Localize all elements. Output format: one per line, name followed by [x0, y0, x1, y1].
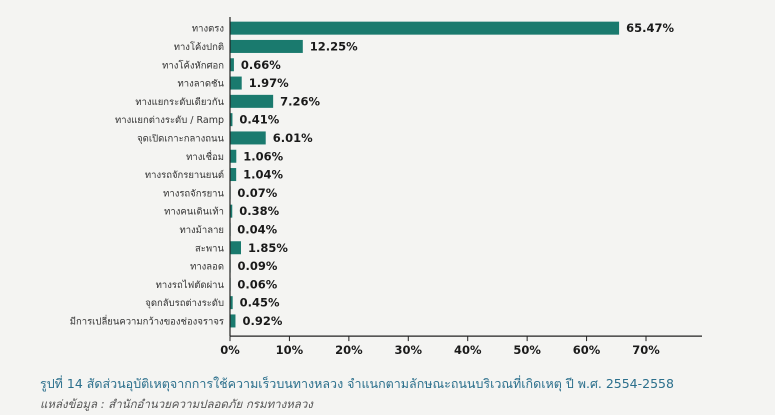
category-label: ทางตรง [192, 24, 224, 35]
category-label: ทางเชื่อม [186, 150, 224, 163]
bar [230, 39, 303, 53]
x-tick-label: 0% [220, 343, 240, 357]
value-label: 1.97% [249, 76, 289, 90]
x-tick-label: 30% [395, 343, 423, 357]
x-tick-label: 40% [454, 343, 482, 357]
x-tick-label: 50% [513, 343, 541, 357]
bar [230, 241, 241, 255]
category-label: จุดเปิดเกาะกลางถนน [137, 133, 224, 144]
bar [230, 76, 242, 90]
bar [230, 296, 233, 310]
x-tick-label: 60% [573, 343, 601, 357]
bar [230, 131, 266, 145]
value-label: 65.47% [626, 21, 674, 35]
category-label: ทางคนเดินเท้า [164, 207, 224, 218]
value-label: 0.41% [239, 113, 279, 127]
x-tick-label: 20% [335, 343, 363, 357]
category-label: ทางโค้งหักศอก [162, 59, 224, 71]
x-tick-label: 70% [632, 343, 660, 357]
category-label: ทางแยกระดับเดียวกัน [135, 96, 224, 108]
value-label: 1.04% [243, 168, 283, 182]
value-label: 0.07% [237, 186, 277, 200]
value-label: 1.06% [243, 149, 283, 163]
category-label: ทางรถไฟตัดผ่าน [156, 279, 225, 291]
category-label: ทางแยกต่างระดับ / Ramp [115, 115, 224, 126]
value-label: 6.01% [273, 131, 313, 145]
x-ticks-group: 0% 10% 20% 30% 40% 50% 60% 70% [220, 336, 660, 357]
bar [230, 149, 237, 163]
x-tick-label: 10% [276, 343, 304, 357]
bar [230, 21, 620, 35]
source-note: แหล่งข้อมูล : สำนักอำนวยความปลอดภัย กรมท… [40, 397, 313, 411]
category-label: ทางลาดชัน [177, 79, 224, 90]
category-label: ทางโค้งปกติ [174, 41, 224, 53]
bar [230, 168, 237, 182]
value-label: 7.26% [280, 94, 320, 108]
category-label: ทางม้าลาย [179, 225, 224, 236]
category-label: ทางรถจักรยานยนต์ [145, 169, 224, 181]
value-label: 0.92% [242, 314, 282, 328]
value-label: 1.85% [248, 241, 288, 255]
category-label: มีการเปลี่ยนความกว้างของช่องจราจร [70, 314, 224, 327]
value-label: 12.25% [310, 39, 358, 53]
bar-chart: ทางตรง 65.47% ทางโค้งปกติ 12.25% ทางโค้งหักศ… [70, 17, 702, 357]
bar [230, 204, 233, 218]
category-label: สะพาน [195, 243, 224, 254]
category-label: ทางลอด [190, 262, 224, 273]
category-label: ทางรถจักรยาน [163, 188, 224, 199]
figure-caption: รูปที่ 14 สัดส่วนอุบัติเหตุจากการใช้ความ… [40, 376, 674, 391]
bar [230, 58, 234, 72]
category-label: จุดกลับรถต่างระดับ [145, 298, 224, 309]
value-label: 0.45% [240, 296, 280, 310]
bar [230, 94, 274, 108]
value-label: 0.04% [237, 222, 277, 236]
value-label: 0.66% [241, 58, 281, 72]
value-label: 0.06% [237, 277, 277, 291]
value-label: 0.09% [238, 259, 278, 273]
value-label: 0.38% [239, 204, 279, 218]
bar [230, 314, 236, 328]
bars-group: ทางตรง 65.47% ทางโค้งปกติ 12.25% ทางโค้งหักศ… [70, 21, 675, 328]
bar [230, 113, 233, 127]
